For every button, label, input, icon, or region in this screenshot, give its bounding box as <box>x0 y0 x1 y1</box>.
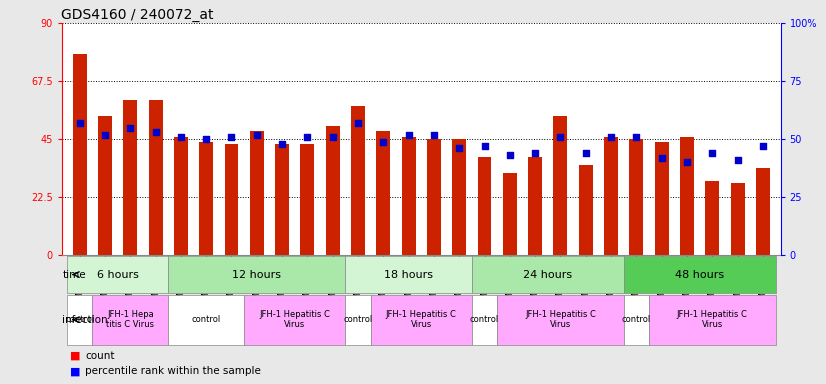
Bar <box>123 101 137 255</box>
Bar <box>351 106 365 255</box>
Point <box>174 134 188 140</box>
Text: 12 hours: 12 hours <box>232 270 282 280</box>
Bar <box>149 101 163 255</box>
Point <box>73 120 86 126</box>
Text: JFH-1 Hepatitis C
Virus: JFH-1 Hepatitis C Virus <box>676 310 748 329</box>
Point <box>655 155 668 161</box>
Bar <box>371 295 472 344</box>
Point <box>453 146 466 152</box>
Bar <box>93 295 169 344</box>
Text: 6 hours: 6 hours <box>97 270 139 280</box>
Bar <box>705 180 719 255</box>
Text: control: control <box>65 315 94 324</box>
Bar <box>477 157 491 255</box>
Bar <box>629 139 643 255</box>
Bar <box>169 256 345 293</box>
Point <box>250 131 263 137</box>
Bar <box>401 137 415 255</box>
Text: 24 hours: 24 hours <box>523 270 572 280</box>
Point <box>402 131 415 137</box>
Point <box>605 134 618 140</box>
Bar <box>98 116 112 255</box>
Text: JFH-1 Hepa
titis C Virus: JFH-1 Hepa titis C Virus <box>107 310 154 329</box>
Point <box>757 143 770 149</box>
Bar <box>624 295 649 344</box>
Bar <box>275 144 289 255</box>
Bar <box>199 142 213 255</box>
Bar <box>325 126 339 255</box>
Point <box>478 143 491 149</box>
Bar <box>579 165 593 255</box>
Point <box>276 141 289 147</box>
Point <box>351 120 364 126</box>
Text: control: control <box>344 315 373 324</box>
Point <box>124 124 137 131</box>
Bar <box>730 183 744 255</box>
Bar <box>244 295 345 344</box>
Text: 18 hours: 18 hours <box>384 270 433 280</box>
Bar <box>604 137 618 255</box>
Bar <box>528 157 542 255</box>
Point <box>427 131 440 137</box>
Text: control: control <box>192 315 221 324</box>
Bar <box>503 173 517 255</box>
Point <box>529 150 542 156</box>
Bar <box>472 256 624 293</box>
Text: ■: ■ <box>70 366 81 376</box>
Point <box>377 139 390 145</box>
Bar <box>345 256 472 293</box>
Bar <box>453 139 466 255</box>
Point <box>579 150 592 156</box>
Text: control: control <box>470 315 499 324</box>
Point <box>326 134 339 140</box>
Text: ■: ■ <box>70 351 81 361</box>
Text: JFH-1 Hepatitis C
Virus: JFH-1 Hepatitis C Virus <box>386 310 457 329</box>
Bar <box>553 116 567 255</box>
Bar <box>427 139 441 255</box>
Point <box>705 150 719 156</box>
Bar <box>169 295 244 344</box>
Bar <box>377 131 390 255</box>
Text: count: count <box>85 351 115 361</box>
Point <box>98 131 112 137</box>
Bar <box>301 144 315 255</box>
Point <box>681 159 694 166</box>
Text: JFH-1 Hepatitis C
Virus: JFH-1 Hepatitis C Virus <box>259 310 330 329</box>
Bar <box>249 131 263 255</box>
Point <box>225 134 238 140</box>
Bar <box>73 54 87 255</box>
Bar <box>624 256 776 293</box>
Text: infection: infection <box>63 314 108 325</box>
Point <box>553 134 567 140</box>
Point <box>301 134 314 140</box>
Point <box>200 136 213 142</box>
Text: control: control <box>622 315 651 324</box>
Point <box>731 157 744 163</box>
Text: JFH-1 Hepatitis C
Virus: JFH-1 Hepatitis C Virus <box>525 310 596 329</box>
Point <box>149 129 162 135</box>
Text: 48 hours: 48 hours <box>675 270 724 280</box>
Bar <box>649 295 776 344</box>
Bar <box>655 142 668 255</box>
Bar <box>345 295 371 344</box>
Bar <box>225 144 239 255</box>
Bar <box>756 167 770 255</box>
Bar <box>680 137 694 255</box>
Point <box>503 152 516 159</box>
Bar <box>67 295 93 344</box>
Text: GDS4160 / 240072_at: GDS4160 / 240072_at <box>61 8 214 22</box>
Point <box>629 134 643 140</box>
Bar <box>67 256 169 293</box>
Bar <box>174 137 188 255</box>
Text: percentile rank within the sample: percentile rank within the sample <box>85 366 261 376</box>
Text: time: time <box>63 270 86 280</box>
Bar <box>497 295 624 344</box>
Bar <box>472 295 497 344</box>
